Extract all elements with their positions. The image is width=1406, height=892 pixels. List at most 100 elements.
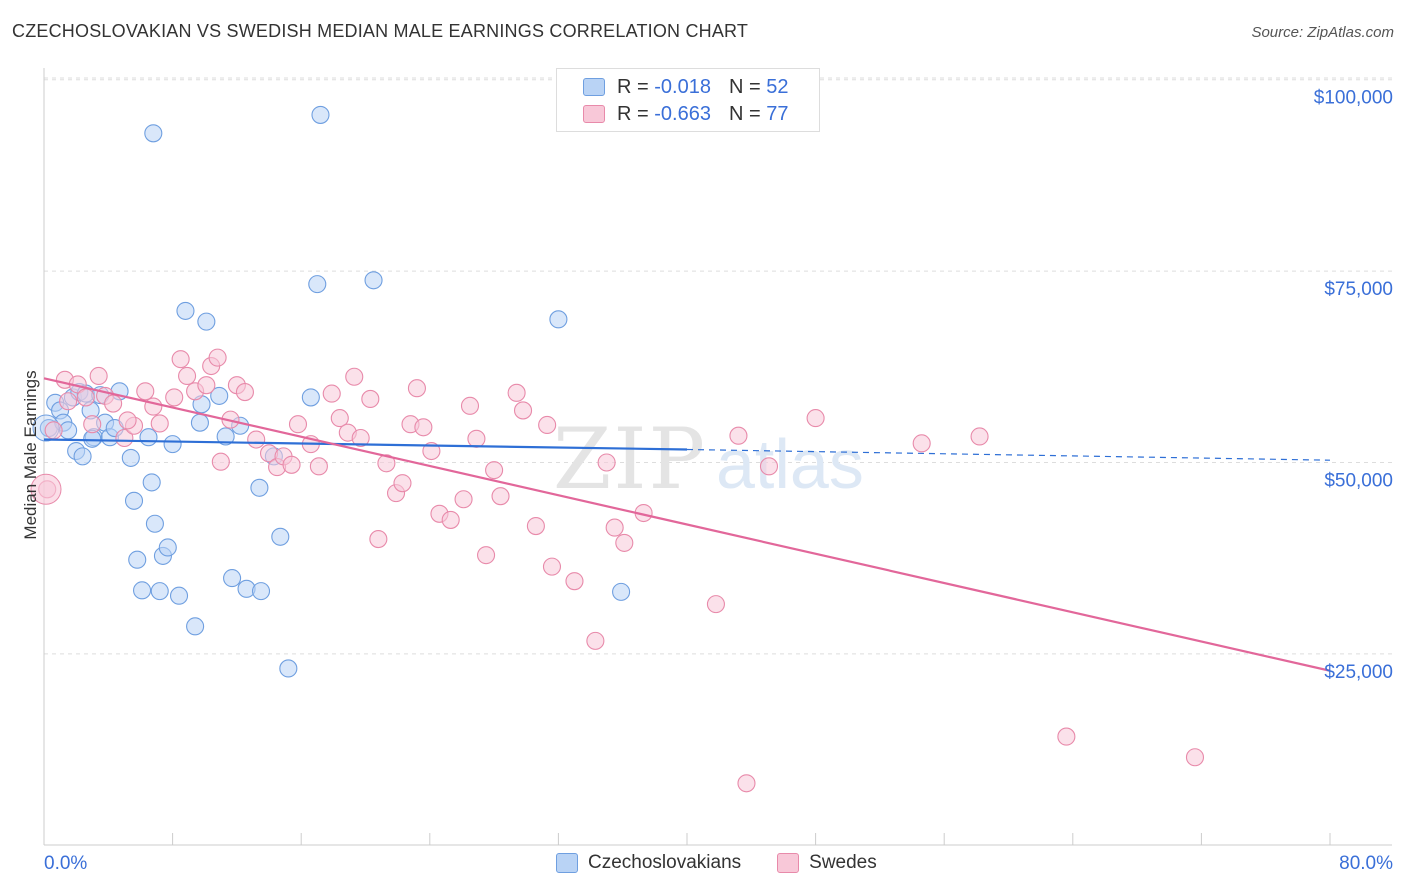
point-czechoslovakian [311, 105, 330, 124]
legend-n-value: 77 [766, 102, 789, 125]
point-czechoslovakian [250, 478, 269, 497]
point-swede [30, 473, 62, 505]
series-legend: Czechoslovakians Swedes [556, 852, 913, 874]
point-czechoslovakian [308, 275, 327, 294]
point-swede [491, 487, 510, 506]
legend-n-label: N = [728, 102, 761, 125]
point-czechoslovakian [128, 550, 147, 569]
x-tick-label: 0.0% [44, 853, 87, 874]
legend-r-value: -0.018 [654, 75, 711, 98]
point-swede [513, 401, 533, 420]
point-swede [542, 557, 562, 576]
point-swede [467, 429, 486, 448]
point-swede [171, 350, 190, 369]
point-swede [414, 418, 433, 437]
point-czechoslovakian [549, 310, 568, 329]
trend-line-swedes [43, 377, 1331, 672]
legend-r-label: R = [617, 75, 649, 98]
correlation-legend: R = -0.018 N = 52 R = -0.663 N = 77 [556, 68, 820, 132]
point-swede [76, 388, 95, 407]
point-czechoslovakian [223, 569, 242, 588]
point-swede [806, 409, 825, 428]
point-swede [369, 530, 388, 549]
legend-r-value: -0.663 [654, 102, 711, 125]
point-czechoslovakian [144, 124, 163, 143]
legend-swatch-blue [583, 78, 605, 96]
point-swede [235, 383, 254, 402]
point-swede [912, 434, 931, 453]
point-swede [477, 546, 496, 565]
point-czechoslovakian [169, 586, 189, 605]
legend-n-label: N = [728, 75, 761, 98]
point-czechoslovakian [163, 435, 182, 454]
series-czechoslovakians [32, 105, 631, 678]
point-czechoslovakian [124, 491, 144, 510]
point-swede [44, 421, 63, 440]
point-swede [83, 415, 102, 434]
point-swede [1185, 748, 1205, 767]
point-swede [208, 348, 227, 367]
legend-row-swedes: R = -0.663 N = 77 [583, 101, 788, 127]
point-swede [422, 441, 441, 461]
point-swede [144, 397, 163, 416]
point-czechoslovakian [150, 582, 169, 601]
legend-label: Swedes [809, 852, 877, 873]
point-swede [970, 427, 989, 446]
y-tick-label: $25,000 [1324, 662, 1393, 683]
point-swede [526, 516, 545, 536]
point-swede [737, 774, 756, 793]
point-swede [565, 572, 584, 591]
legend-label: Czechoslovakians [588, 852, 742, 873]
y-axis-label: Median Male Earnings [21, 370, 40, 539]
y-tick-label: $100,000 [1314, 88, 1393, 109]
axes [43, 68, 1392, 846]
point-swede [377, 454, 396, 473]
point-czechoslovakian [121, 448, 140, 467]
legend-swatch-pink [777, 853, 800, 873]
point-czechoslovakian [216, 427, 235, 446]
point-swede [115, 428, 134, 448]
point-czechoslovakian [364, 271, 383, 290]
point-swede [282, 455, 301, 474]
source-label: Source: ZipAtlas.com [1251, 24, 1394, 41]
tick-labels: $25,000 $50,000 $75,000 $100,000 0.0% 80.0% Me… [21, 88, 1393, 874]
point-swede [150, 414, 169, 433]
point-swede [345, 367, 364, 386]
point-swede [247, 430, 266, 449]
point-czechoslovakian [176, 301, 195, 320]
point-swede [197, 376, 216, 395]
point-swede [118, 411, 137, 430]
legend-item-czechoslovakians: Czechoslovakians [556, 852, 741, 874]
point-swede [89, 366, 108, 386]
point-swede [407, 379, 426, 398]
point-czechoslovakian [142, 473, 161, 492]
legend-swatch-blue [556, 853, 578, 873]
point-swede [165, 388, 184, 407]
point-swede [104, 394, 123, 413]
point-czechoslovakian [197, 312, 216, 331]
point-czechoslovakian [210, 386, 229, 405]
point-swede [729, 426, 748, 445]
point-swede [706, 595, 725, 614]
point-swede [1057, 727, 1076, 746]
chart-title: CZECHOSLOVAKIAN VS SWEDISH MEDIAN MALE E… [12, 21, 749, 41]
point-swede [507, 383, 526, 402]
point-swede [59, 392, 78, 411]
watermark-zip: ZIP [553, 410, 707, 508]
point-czechoslovakian [145, 514, 164, 533]
point-czechoslovakian [139, 428, 158, 447]
legend-item-swedes: Swedes [777, 852, 877, 874]
x-tick-label: 80.0% [1339, 853, 1393, 874]
legend-n-value: 52 [766, 75, 789, 98]
grid-lines [44, 77, 1392, 655]
point-czechoslovakian [301, 388, 320, 407]
point-swede [485, 461, 504, 480]
point-swede [136, 382, 155, 401]
point-swede [322, 384, 341, 403]
point-czechoslovakian [73, 447, 92, 466]
point-czechoslovakian [190, 413, 209, 432]
point-swede [211, 452, 230, 471]
legend-r-label: R = [617, 102, 649, 125]
point-swede [351, 428, 370, 448]
